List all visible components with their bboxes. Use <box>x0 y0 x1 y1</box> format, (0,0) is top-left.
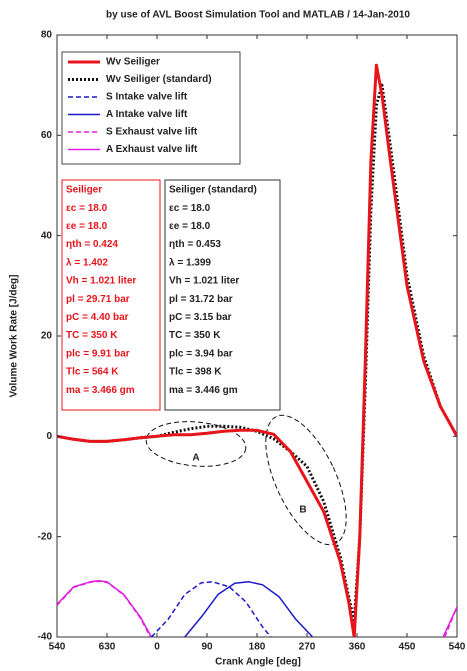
standard-param: εc = 18.0 <box>169 203 211 214</box>
seiliger-param: Seiliger <box>66 185 102 196</box>
seiliger-param: ma = 3.466 gm <box>66 385 135 396</box>
x-tick-label: 90 <box>201 642 213 653</box>
seiliger-param: Tlc = 564 K <box>66 367 119 378</box>
standard-param: λ = 1.399 <box>169 257 211 268</box>
x-tick-label: 540 <box>449 642 466 653</box>
seiliger-param: εc = 18.0 <box>66 203 108 214</box>
standard-param: ηth = 0.453 <box>169 239 221 250</box>
x-tick-label: 540 <box>49 642 66 653</box>
standard-box <box>164 179 281 411</box>
x-tick-label: 0 <box>154 642 160 653</box>
legend-label: Wv Seiliger (standard) <box>106 74 212 85</box>
x-axis-label: Crank Angle [deg] <box>215 657 301 668</box>
series-line <box>57 580 457 637</box>
y-tick-label: -40 <box>38 632 53 643</box>
seiliger-param: εe = 18.0 <box>66 221 108 232</box>
region-a <box>145 421 247 467</box>
y-axis-label: Volume Work Rate [J/deg] <box>9 275 20 398</box>
seiliger-param: pl = 29.71 bar <box>66 294 130 305</box>
standard-param: ma = 3.446 gm <box>169 385 238 396</box>
standard-param: TC = 350 K <box>169 330 221 341</box>
seiliger-param: plc = 9.91 bar <box>66 348 130 359</box>
legend-label: Wv Seiliger <box>106 57 160 68</box>
y-tick-label: 80 <box>41 30 53 41</box>
seiliger-param: Vh = 1.021 liter <box>66 276 136 287</box>
standard-param: Tlc = 398 K <box>169 367 222 378</box>
chart-title: by use of AVL Boost Simulation Tool and … <box>106 10 410 21</box>
y-tick-label: 0 <box>46 431 52 442</box>
legend-label: A Exhaust valve lift <box>106 144 198 155</box>
standard-param: Seiliger (standard) <box>169 185 257 196</box>
y-tick-label: -20 <box>38 531 53 542</box>
standard-param: pC = 3.15 bar <box>169 312 232 323</box>
seiliger-param: λ = 1.402 <box>66 257 108 268</box>
x-tick-label: 360 <box>349 642 366 653</box>
legend-label: A Intake valve lift <box>106 109 188 120</box>
x-tick-label: 180 <box>249 642 266 653</box>
plot-area <box>57 63 457 637</box>
y-tick-label: 60 <box>41 130 53 141</box>
region-label: B <box>299 505 306 516</box>
standard-param: plc = 3.94 bar <box>169 348 233 359</box>
x-tick-label: 630 <box>99 642 116 653</box>
legend-box <box>61 51 241 165</box>
legend-label: S Exhaust valve lift <box>106 127 198 138</box>
region-label: A <box>192 453 199 464</box>
y-tick-label: 20 <box>41 331 53 342</box>
standard-param: Vh = 1.021 liter <box>169 276 239 287</box>
seiliger-param: ηth = 0.424 <box>66 239 118 250</box>
series-line <box>57 63 457 637</box>
x-tick-label: 270 <box>299 642 316 653</box>
y-tick-label: 40 <box>41 230 53 241</box>
seiliger-box <box>61 179 161 411</box>
standard-param: εe = 18.0 <box>169 221 211 232</box>
legend-label: S Intake valve lift <box>106 92 188 103</box>
series-line <box>184 581 314 637</box>
x-tick-label: 450 <box>399 642 416 653</box>
seiliger-param: pC = 4.40 bar <box>66 312 129 323</box>
standard-param: pl = 31.72 bar <box>169 294 233 305</box>
seiliger-param: TC = 350 K <box>66 330 118 341</box>
series-line <box>150 581 272 637</box>
